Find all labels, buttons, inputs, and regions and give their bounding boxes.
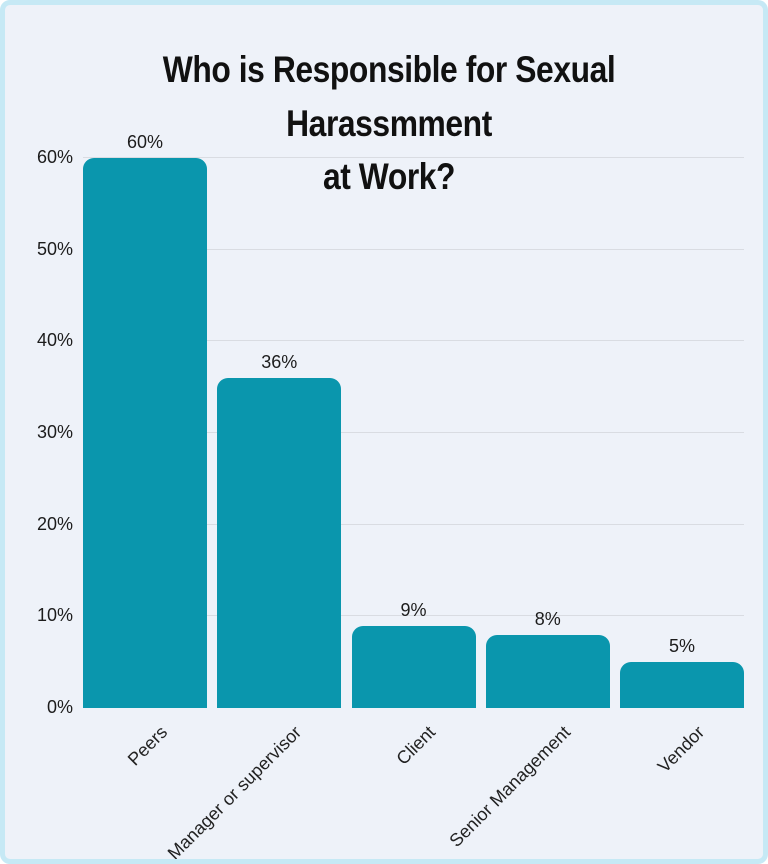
x-tick-label: Peers — [123, 722, 172, 770]
bar-value-label: 5% — [668, 636, 695, 657]
gridline — [83, 248, 744, 250]
y-tick-label: 40% — [36, 330, 73, 351]
y-tick-label: 30% — [36, 422, 73, 442]
x-tick-label: Manager or supervisor — [163, 722, 306, 864]
y-tick-label: 10% — [36, 605, 73, 626]
bar-manager-or-supervisor: 36% — [217, 352, 342, 708]
x-tick-label: Senior Management — [445, 722, 574, 851]
y-tick-label: 60% — [36, 147, 73, 167]
x-tick-label: Client — [392, 722, 440, 769]
gridline — [83, 157, 744, 158]
bar-vendor: 5% — [620, 636, 744, 708]
chart-title-line1: Who is Responsible for Sexual Harassmmen… — [162, 49, 616, 144]
chart-title: Who is Responsible for Sexual Harassmmen… — [59, 43, 719, 204]
y-tick-label: 50% — [36, 238, 73, 259]
bar-peers: 60% — [83, 132, 207, 708]
gridline — [83, 340, 744, 342]
x-tick-label: Vendor — [653, 722, 709, 777]
y-tick-label: 0% — [46, 697, 73, 717]
chart-title-line2: at Work? — [322, 156, 456, 198]
plot-area: 0% 10% 20% 30% 40% 50% 60% 60% 36% 9% 8% 5% — [37, 132, 744, 717]
bar-senior-management: 8% — [485, 609, 610, 708]
gridline — [83, 432, 744, 433]
y-tick-label: 20% — [36, 513, 73, 534]
bar-value-label: 36% — [261, 352, 298, 372]
bar-client: 9% — [351, 600, 476, 708]
gridline — [83, 615, 744, 617]
bar-value-label: 8% — [534, 608, 561, 629]
gridline — [83, 523, 744, 525]
bars-layer: 60% 36% 9% 8% 5% — [83, 132, 744, 708]
bar-value-label: 60% — [126, 132, 164, 152]
x-axis: Peers Manager or supervisor Client Senior M… — [83, 708, 744, 864]
bar-value-label: 9% — [400, 599, 427, 620]
